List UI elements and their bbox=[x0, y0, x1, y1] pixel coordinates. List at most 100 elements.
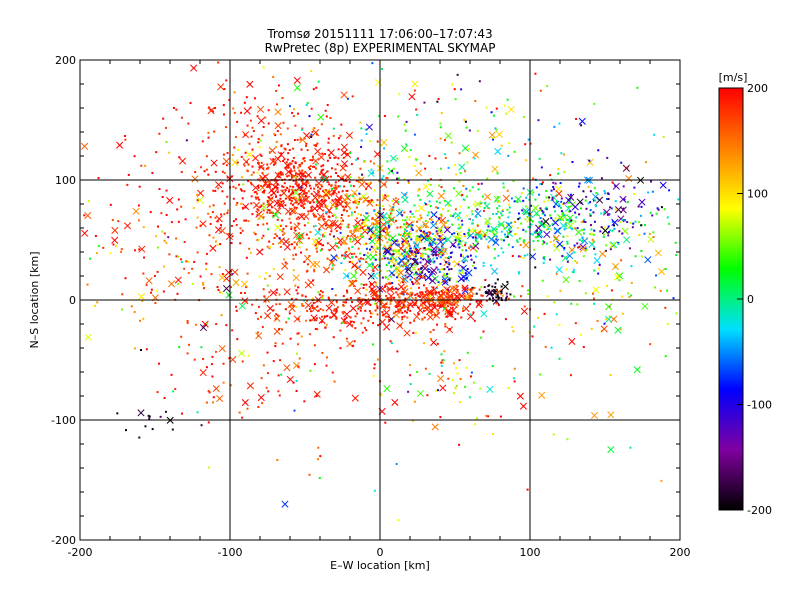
data-point-cross bbox=[225, 232, 234, 241]
data-point-dot bbox=[431, 243, 434, 246]
data-point-dot bbox=[457, 227, 460, 230]
data-point-dot bbox=[407, 390, 410, 393]
data-point-dot bbox=[508, 203, 511, 206]
data-point-dot bbox=[363, 254, 366, 257]
data-point-dot bbox=[637, 205, 640, 208]
data-point-dot bbox=[334, 216, 337, 219]
data-point-dot bbox=[608, 213, 611, 216]
data-point-dot bbox=[377, 258, 380, 261]
data-point-dot bbox=[351, 95, 354, 98]
data-point-dot bbox=[458, 359, 461, 362]
data-point-dot bbox=[225, 126, 228, 129]
data-point-dot bbox=[265, 386, 268, 389]
data-point-dot bbox=[563, 228, 566, 231]
data-point-dot bbox=[395, 306, 398, 309]
data-point-dot bbox=[519, 255, 522, 258]
data-point-dot bbox=[408, 156, 411, 159]
data-point-dot bbox=[369, 181, 372, 184]
data-point-dot bbox=[423, 301, 426, 304]
data-point-dot bbox=[514, 233, 517, 236]
data-point-dot bbox=[531, 335, 534, 338]
data-point-cross bbox=[347, 279, 355, 287]
data-point-dot bbox=[249, 181, 252, 184]
data-point-dot bbox=[501, 224, 504, 227]
data-point-dot bbox=[347, 226, 350, 229]
data-point-dot bbox=[297, 332, 300, 335]
data-point-dot bbox=[340, 223, 343, 226]
data-point-dot bbox=[488, 229, 491, 232]
data-point-dot bbox=[291, 243, 294, 246]
data-point-dot bbox=[427, 257, 430, 260]
data-point-dot bbox=[374, 228, 377, 231]
data-point-cross bbox=[356, 299, 364, 307]
data-point-dot bbox=[396, 276, 399, 279]
data-point-dot bbox=[287, 190, 290, 193]
data-point-cross bbox=[638, 198, 646, 206]
data-point-dot bbox=[208, 391, 211, 394]
data-point-cross bbox=[341, 196, 349, 204]
data-point-dot bbox=[500, 297, 503, 300]
data-point-dot bbox=[555, 238, 558, 241]
data-point-dot bbox=[400, 264, 403, 267]
data-point-dot bbox=[600, 329, 603, 332]
data-point-dot bbox=[573, 244, 576, 247]
data-point-dot bbox=[260, 185, 263, 188]
data-point-dot bbox=[114, 245, 117, 248]
data-point-dot bbox=[404, 286, 407, 289]
data-point-cross bbox=[601, 227, 609, 235]
data-point-dot bbox=[196, 411, 199, 414]
data-point-dot bbox=[346, 289, 349, 292]
data-point-dot bbox=[611, 220, 614, 223]
data-point-dot bbox=[622, 185, 625, 188]
data-point-dot bbox=[220, 224, 223, 227]
data-point-cross bbox=[598, 250, 607, 258]
data-point-dot bbox=[274, 318, 277, 321]
data-point-dot bbox=[168, 151, 171, 154]
data-point-dot bbox=[576, 227, 579, 230]
data-point-dot bbox=[292, 258, 295, 261]
data-point-dot bbox=[594, 199, 597, 202]
data-point-dot bbox=[348, 260, 351, 263]
data-point-dot bbox=[203, 170, 206, 173]
data-point-dot bbox=[362, 257, 365, 260]
data-point-dot bbox=[207, 136, 210, 139]
data-point-cross bbox=[260, 203, 268, 211]
data-point-dot bbox=[279, 245, 282, 248]
data-point-dot bbox=[648, 232, 651, 235]
data-point-dot bbox=[361, 218, 364, 221]
data-point-cross bbox=[415, 271, 424, 279]
data-point-dot bbox=[280, 173, 283, 176]
data-point-cross bbox=[304, 281, 312, 289]
data-point-dot bbox=[342, 295, 345, 298]
data-point-dot bbox=[522, 199, 525, 202]
data-point-dot bbox=[417, 268, 420, 271]
data-point-dot bbox=[422, 309, 425, 312]
data-point-dot bbox=[290, 199, 293, 202]
data-point-dot bbox=[574, 227, 577, 230]
data-point-dot bbox=[421, 275, 424, 278]
data-point-dot bbox=[571, 271, 574, 274]
data-point-cross bbox=[373, 218, 381, 226]
data-point-dot bbox=[610, 207, 613, 210]
data-point-dot bbox=[405, 143, 408, 146]
data-point-cross bbox=[225, 291, 233, 299]
data-point-dot bbox=[245, 219, 248, 222]
data-point-dot bbox=[201, 140, 204, 143]
data-point-dot bbox=[314, 244, 317, 247]
data-point-cross bbox=[370, 272, 378, 280]
data-point-dot bbox=[381, 67, 384, 70]
data-point-dot bbox=[664, 306, 667, 309]
data-point-dot bbox=[391, 208, 394, 211]
data-point-dot bbox=[418, 235, 421, 238]
data-point-dot bbox=[226, 195, 229, 198]
data-point-dot bbox=[277, 374, 280, 377]
data-point-dot bbox=[307, 174, 310, 177]
data-point-dot bbox=[276, 314, 279, 317]
data-point-cross bbox=[592, 286, 600, 294]
data-point-dot bbox=[512, 377, 515, 380]
data-point-dot bbox=[417, 294, 420, 297]
data-point-dot bbox=[208, 466, 211, 469]
data-point-dot bbox=[349, 237, 352, 240]
data-point-dot bbox=[479, 202, 482, 205]
data-point-dot bbox=[295, 305, 298, 308]
